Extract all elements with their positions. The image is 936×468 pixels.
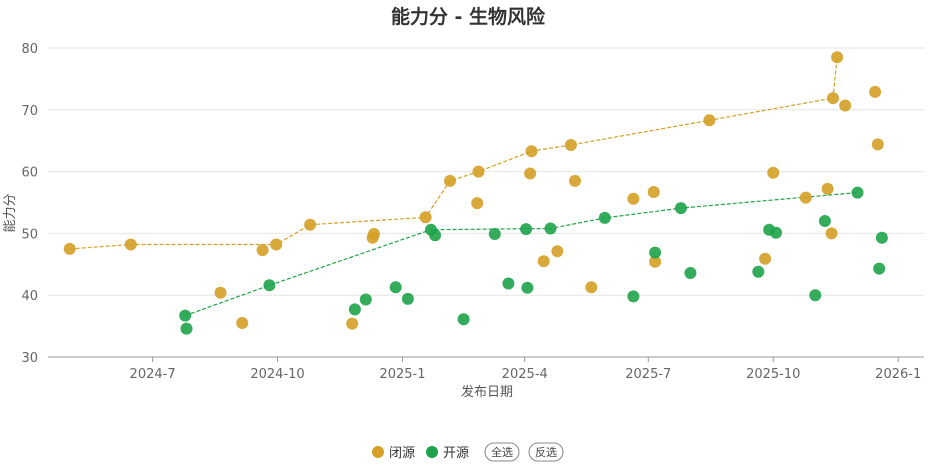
point-open[interactable] xyxy=(180,322,193,335)
point-open[interactable] xyxy=(359,293,372,306)
gridlines xyxy=(48,47,924,296)
invert-selection-button[interactable]: 反选 xyxy=(528,442,564,462)
point-open[interactable] xyxy=(752,265,765,278)
point-open[interactable] xyxy=(401,292,414,305)
legend-item-open[interactable]: 开源 xyxy=(426,446,469,461)
point-open[interactable] xyxy=(429,229,442,242)
point-closed[interactable] xyxy=(649,255,662,268)
y-tick-label: 70 xyxy=(21,104,38,119)
point-closed[interactable] xyxy=(256,244,269,257)
point-open[interactable] xyxy=(875,231,888,244)
point-closed[interactable] xyxy=(551,245,564,258)
point-closed[interactable] xyxy=(124,238,137,251)
select-all-button[interactable]: 全选 xyxy=(484,442,520,462)
point-closed[interactable] xyxy=(270,238,283,251)
legend-label-closed: 闭源 xyxy=(389,446,415,461)
point-closed[interactable] xyxy=(827,92,839,105)
point-closed[interactable] xyxy=(831,51,844,64)
point-open[interactable] xyxy=(809,289,822,302)
point-closed[interactable] xyxy=(869,85,882,98)
point-open[interactable] xyxy=(502,277,515,290)
point-closed[interactable] xyxy=(703,114,716,127)
point-open[interactable] xyxy=(627,290,640,303)
point-open[interactable] xyxy=(389,281,402,294)
legend: 闭源 开源 全选 反选 xyxy=(372,442,564,462)
point-closed[interactable] xyxy=(839,99,852,112)
point-open[interactable] xyxy=(488,228,501,240)
point-open[interactable] xyxy=(770,226,782,239)
x-tick-label: 2024-10 xyxy=(250,367,304,382)
legend-item-closed[interactable]: 闭源 xyxy=(372,446,415,461)
point-open[interactable] xyxy=(348,303,361,316)
point-closed[interactable] xyxy=(368,228,380,240)
point-closed[interactable] xyxy=(564,139,577,151)
x-tick-label: 2026-1 xyxy=(875,367,921,382)
x-tick-label: 2024-7 xyxy=(130,367,176,382)
y-tick-label: 60 xyxy=(21,166,38,181)
frontier-line-closed xyxy=(69,57,838,250)
point-closed[interactable] xyxy=(419,211,432,224)
point-closed[interactable] xyxy=(759,252,772,265)
point-closed[interactable] xyxy=(524,167,537,180)
point-closed[interactable] xyxy=(214,286,227,299)
invert-button-border xyxy=(528,442,564,462)
point-closed[interactable] xyxy=(585,281,598,294)
point-open[interactable] xyxy=(521,281,534,294)
point-closed[interactable] xyxy=(821,182,834,195)
y-tick-label: 50 xyxy=(21,227,38,242)
point-closed[interactable] xyxy=(471,197,484,210)
point-closed[interactable] xyxy=(799,191,812,204)
point-closed[interactable] xyxy=(525,145,538,158)
y-tick-label: 30 xyxy=(21,351,38,366)
point-closed[interactable] xyxy=(871,138,884,151)
point-closed[interactable] xyxy=(825,227,838,240)
point-open[interactable] xyxy=(818,215,831,227)
point-open[interactable] xyxy=(674,202,687,215)
point-open[interactable] xyxy=(263,279,276,292)
point-closed[interactable] xyxy=(569,174,581,187)
y-tick-label: 80 xyxy=(21,42,38,57)
y-axis: 30 40 50 60 70 80 xyxy=(21,42,38,366)
chart-title: 能力分 - 生物风险 xyxy=(391,5,546,28)
y-axis-label: 能力分 xyxy=(3,193,18,232)
point-open[interactable] xyxy=(649,246,662,259)
point-closed[interactable] xyxy=(346,317,359,330)
point-open[interactable] xyxy=(544,222,557,235)
invert-selection-label: 反选 xyxy=(535,446,557,459)
x-axis-label: 发布日期 xyxy=(461,384,513,400)
x-tick-label: 2025-4 xyxy=(502,367,548,382)
point-closed[interactable] xyxy=(304,218,317,231)
x-tick-label: 2025-7 xyxy=(625,367,671,382)
x-tick-label: 2025-1 xyxy=(379,367,425,382)
legend-marker-open xyxy=(426,446,438,458)
scatter-points xyxy=(63,51,888,335)
point-closed[interactable] xyxy=(472,165,485,178)
x-tick-label: 2025-10 xyxy=(746,367,800,382)
point-open[interactable] xyxy=(457,313,470,326)
frontier-line-open xyxy=(184,192,858,317)
point-closed[interactable] xyxy=(767,166,780,179)
point-closed[interactable] xyxy=(63,242,76,255)
point-closed[interactable] xyxy=(236,317,249,329)
point-closed[interactable] xyxy=(647,186,660,198)
x-axis: 2024-7 2024-10 2025-1 2025-4 2025-7 2025-10 20… xyxy=(130,357,921,382)
legend-marker-closed xyxy=(372,446,384,458)
point-closed[interactable] xyxy=(537,255,550,268)
point-open[interactable] xyxy=(851,186,864,199)
point-open[interactable] xyxy=(598,211,611,224)
select-all-button-border xyxy=(484,442,520,462)
select-all-label: 全选 xyxy=(491,445,513,459)
point-open[interactable] xyxy=(520,223,533,236)
point-closed[interactable] xyxy=(627,192,640,205)
point-closed[interactable] xyxy=(444,174,456,187)
point-open[interactable] xyxy=(179,309,192,322)
point-open[interactable] xyxy=(684,267,697,279)
frontier-lines xyxy=(69,57,858,317)
legend-label-open: 开源 xyxy=(443,446,469,461)
point-open[interactable] xyxy=(873,262,886,275)
y-tick-label: 40 xyxy=(21,289,38,304)
